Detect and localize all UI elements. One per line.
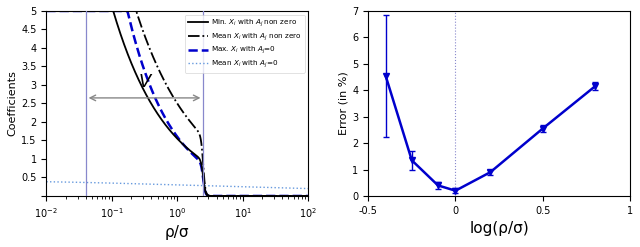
Legend: Min. $X_i$ with $A_j$ non zero, Mean $X_i$ with $A_j$ non zero, Max. $X_i$ with : Min. $X_i$ with $A_j$ non zero, Mean $X_… [185,15,305,73]
Y-axis label: Error (in %): Error (in %) [338,72,348,135]
X-axis label: log(ρ/σ): log(ρ/σ) [469,221,529,236]
Text: V: V [138,73,150,91]
X-axis label: ρ/σ: ρ/σ [165,225,189,240]
Y-axis label: Coefficients: Coefficients [7,71,17,136]
